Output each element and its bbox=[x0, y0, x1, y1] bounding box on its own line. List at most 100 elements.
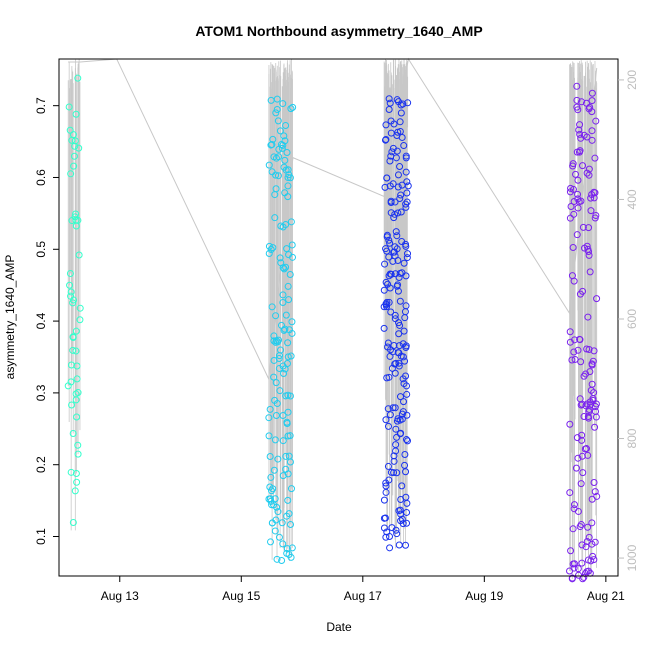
data-point bbox=[288, 241, 296, 249]
y-axis: 0.1 0.2 0.3 0.4 0.5 0.6 0.7 bbox=[34, 97, 59, 545]
data-point bbox=[269, 135, 277, 143]
data-point bbox=[391, 311, 399, 319]
pressure-lines bbox=[67, 57, 598, 579]
y2-tick-label: 200 bbox=[625, 70, 639, 90]
data-point bbox=[280, 163, 288, 171]
data-point bbox=[404, 250, 412, 258]
data-point bbox=[402, 168, 410, 176]
data-point bbox=[573, 82, 581, 90]
data-point bbox=[274, 455, 282, 463]
data-point bbox=[574, 190, 582, 198]
data-point bbox=[585, 345, 593, 353]
data-point bbox=[387, 209, 395, 217]
data-point bbox=[392, 441, 400, 449]
data-point bbox=[387, 129, 395, 137]
data-point bbox=[394, 171, 402, 179]
data-point bbox=[394, 281, 402, 289]
data-point bbox=[283, 245, 291, 253]
data-point bbox=[71, 487, 79, 495]
data-point bbox=[566, 489, 574, 497]
data-point bbox=[402, 200, 410, 208]
data-point bbox=[577, 480, 585, 488]
data-point bbox=[387, 468, 395, 476]
data-point bbox=[391, 198, 399, 206]
data-point bbox=[284, 353, 292, 361]
data-point bbox=[282, 452, 290, 460]
data-point bbox=[395, 330, 403, 338]
data-point bbox=[267, 246, 275, 254]
data-point bbox=[380, 286, 388, 294]
y-tick-label: 0.7 bbox=[34, 97, 48, 114]
pressure-line bbox=[68, 57, 598, 381]
data-point bbox=[583, 345, 591, 353]
data-point bbox=[67, 170, 75, 178]
data-point bbox=[270, 153, 278, 161]
data-point bbox=[70, 152, 78, 160]
data-point bbox=[68, 217, 76, 225]
data-point bbox=[394, 128, 402, 136]
data-point bbox=[285, 251, 293, 259]
data-point bbox=[578, 541, 586, 549]
data-point bbox=[68, 361, 76, 369]
data-point bbox=[274, 117, 282, 125]
data-point bbox=[391, 270, 399, 278]
data-point bbox=[72, 216, 80, 224]
y2-tick-label: 800 bbox=[625, 428, 639, 448]
data-point bbox=[589, 357, 597, 365]
data-point bbox=[265, 414, 273, 422]
data-point bbox=[398, 515, 406, 523]
data-point bbox=[74, 450, 82, 458]
data-point bbox=[69, 333, 77, 341]
data-point bbox=[403, 178, 411, 186]
data-point bbox=[394, 98, 402, 106]
data-point bbox=[576, 147, 584, 155]
data-point bbox=[382, 533, 390, 541]
data-point bbox=[403, 436, 411, 444]
data-point bbox=[385, 106, 393, 114]
data-point bbox=[284, 470, 292, 478]
data-point bbox=[71, 137, 79, 145]
data-point bbox=[271, 214, 279, 222]
data-point bbox=[73, 478, 81, 486]
data-point bbox=[398, 237, 406, 245]
y-tick-label: 0.5 bbox=[34, 241, 48, 258]
data-point bbox=[74, 74, 82, 82]
data-point bbox=[275, 533, 283, 541]
data-point bbox=[590, 478, 598, 486]
data-point bbox=[573, 96, 581, 104]
data-point bbox=[570, 501, 578, 509]
data-point bbox=[576, 335, 584, 343]
data-point bbox=[273, 105, 281, 113]
data-point bbox=[396, 297, 404, 305]
data-point bbox=[401, 461, 409, 469]
data-point bbox=[570, 505, 578, 513]
data-point bbox=[576, 130, 584, 138]
data-point bbox=[566, 328, 574, 336]
data-point bbox=[394, 209, 402, 217]
data-point bbox=[397, 191, 405, 199]
data-point bbox=[286, 174, 294, 182]
data-point bbox=[284, 182, 292, 190]
data-point bbox=[71, 142, 79, 150]
data-point bbox=[284, 282, 292, 290]
data-point bbox=[591, 488, 599, 496]
data-point bbox=[386, 99, 394, 107]
data-point bbox=[66, 126, 74, 134]
data-point bbox=[380, 496, 388, 504]
data-point bbox=[393, 232, 401, 240]
data-point bbox=[397, 496, 405, 504]
data-point bbox=[402, 344, 410, 352]
data-point bbox=[266, 495, 274, 503]
data-point bbox=[399, 375, 407, 383]
data-point bbox=[575, 126, 583, 134]
data-point bbox=[76, 304, 84, 312]
data-point bbox=[584, 523, 592, 531]
data-point bbox=[278, 144, 286, 152]
data-point bbox=[582, 543, 590, 551]
data-point bbox=[390, 341, 398, 349]
y-tick-label: 0.2 bbox=[34, 456, 48, 473]
data-point bbox=[574, 346, 582, 354]
data-point bbox=[287, 352, 295, 360]
data-point bbox=[383, 233, 391, 241]
data-point bbox=[381, 183, 389, 191]
